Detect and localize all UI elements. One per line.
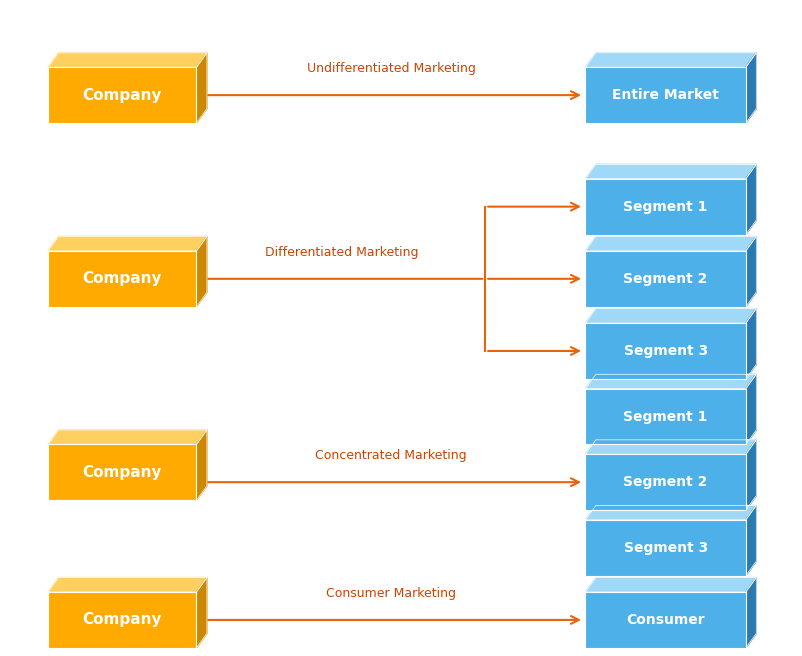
- Text: Consumer: Consumer: [626, 613, 705, 627]
- FancyBboxPatch shape: [585, 68, 746, 123]
- Text: Segment 2: Segment 2: [623, 475, 708, 489]
- FancyBboxPatch shape: [48, 68, 196, 123]
- FancyBboxPatch shape: [585, 592, 746, 648]
- Polygon shape: [585, 52, 756, 68]
- Polygon shape: [196, 237, 207, 307]
- Polygon shape: [746, 374, 756, 445]
- Text: Differentiated Marketing: Differentiated Marketing: [265, 246, 419, 259]
- Polygon shape: [48, 578, 207, 592]
- Text: Segment 2: Segment 2: [623, 272, 708, 286]
- Text: Company: Company: [83, 465, 162, 480]
- FancyBboxPatch shape: [48, 251, 196, 307]
- Text: Segment 1: Segment 1: [623, 199, 708, 214]
- Polygon shape: [746, 440, 756, 510]
- Text: Company: Company: [83, 613, 162, 627]
- Polygon shape: [585, 578, 756, 592]
- Polygon shape: [196, 430, 207, 500]
- Polygon shape: [585, 440, 756, 454]
- FancyBboxPatch shape: [585, 388, 746, 445]
- Polygon shape: [746, 164, 756, 234]
- Text: Company: Company: [83, 272, 162, 286]
- FancyBboxPatch shape: [585, 520, 746, 576]
- Polygon shape: [746, 52, 756, 123]
- Polygon shape: [746, 505, 756, 576]
- Polygon shape: [585, 505, 756, 520]
- Polygon shape: [48, 430, 207, 445]
- Polygon shape: [585, 308, 756, 323]
- Polygon shape: [48, 237, 207, 251]
- FancyBboxPatch shape: [48, 592, 196, 648]
- FancyBboxPatch shape: [585, 323, 746, 379]
- Text: Segment 1: Segment 1: [623, 409, 708, 424]
- FancyBboxPatch shape: [585, 251, 746, 307]
- Polygon shape: [746, 237, 756, 307]
- FancyBboxPatch shape: [48, 445, 196, 500]
- Polygon shape: [585, 237, 756, 251]
- Text: Entire Market: Entire Market: [612, 88, 719, 102]
- Text: Consumer Marketing: Consumer Marketing: [326, 587, 456, 600]
- Polygon shape: [585, 164, 756, 178]
- Text: Company: Company: [83, 88, 162, 102]
- FancyBboxPatch shape: [585, 454, 746, 510]
- Polygon shape: [746, 308, 756, 379]
- Polygon shape: [196, 52, 207, 123]
- Polygon shape: [196, 578, 207, 648]
- Text: Segment 3: Segment 3: [623, 344, 708, 358]
- Polygon shape: [585, 374, 756, 388]
- FancyBboxPatch shape: [585, 178, 746, 234]
- Polygon shape: [48, 52, 207, 68]
- Polygon shape: [746, 578, 756, 648]
- Text: Concentrated Marketing: Concentrated Marketing: [315, 449, 467, 462]
- Text: Undifferentiated Marketing: Undifferentiated Marketing: [306, 62, 476, 75]
- Text: Segment 3: Segment 3: [623, 541, 708, 555]
